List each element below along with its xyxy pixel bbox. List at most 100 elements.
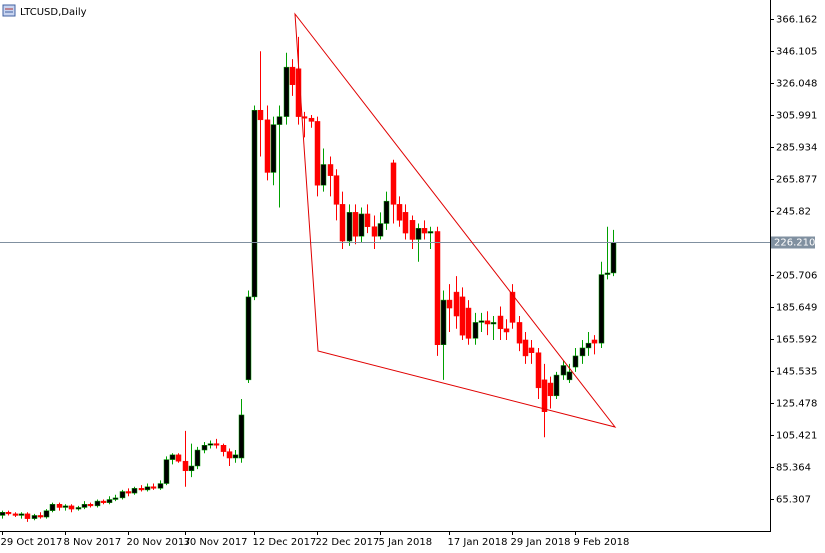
- candle-body: [364, 213, 371, 227]
- candle-body: [100, 500, 107, 503]
- y-tick-label: 245.82: [776, 207, 811, 218]
- candle-body: [194, 449, 201, 467]
- candle-body: [377, 223, 384, 237]
- candle-body: [220, 445, 227, 452]
- candle-body: [188, 465, 195, 472]
- y-tick-label: 85.364: [776, 463, 811, 474]
- x-tick-label: 29 Jan 2018: [511, 537, 571, 548]
- candle-body: [226, 451, 233, 459]
- x-tick-label: 20 Nov 2017: [127, 537, 191, 548]
- y-tick-label: 265.877: [776, 175, 817, 186]
- candle-body: [560, 365, 567, 376]
- x-tick-label: 8 Nov 2017: [64, 537, 122, 548]
- y-tick-label: 165.592: [776, 335, 817, 346]
- candle-body: [434, 231, 441, 345]
- symbol-icon: [2, 4, 16, 17]
- candle-body: [106, 499, 113, 503]
- candle-body: [579, 347, 586, 357]
- y-tick-label: 205.706: [776, 271, 817, 282]
- trendlines: [294, 12, 617, 428]
- candle-body: [75, 507, 82, 510]
- candle-body: [390, 162, 397, 205]
- candle-body: [144, 486, 151, 491]
- candle-body: [547, 382, 554, 397]
- candle-body: [138, 488, 145, 491]
- chart-title: LTCUSD,Daily: [20, 7, 87, 18]
- candle-body: [427, 231, 434, 234]
- candle-body: [352, 212, 359, 237]
- candle-body: [320, 164, 327, 186]
- candle-body: [81, 504, 88, 508]
- candle-body: [421, 228, 428, 234]
- candle-body: [472, 322, 479, 339]
- candle-body: [0, 512, 6, 516]
- candle-body: [446, 299, 453, 309]
- y-tick-label: 105.421: [776, 431, 817, 442]
- candle-body: [327, 164, 334, 176]
- candle-body: [94, 500, 101, 507]
- last-price-label: 226.210: [774, 238, 815, 249]
- candle-body: [157, 483, 164, 489]
- candle-body: [598, 274, 605, 344]
- candle-body: [333, 175, 340, 205]
- last-price-box: [771, 236, 815, 249]
- candle-body: [503, 328, 510, 333]
- candle-body: [37, 515, 44, 518]
- x-tick-label: 5 Jan 2018: [379, 537, 433, 548]
- candle-body: [358, 213, 365, 237]
- candle-body: [346, 212, 353, 242]
- candle-body: [213, 443, 220, 446]
- candle-body: [68, 505, 75, 510]
- candle-body: [541, 379, 548, 413]
- candle-body: [572, 355, 579, 368]
- candle-body: [604, 272, 611, 275]
- candle-body: [251, 109, 258, 298]
- candle-body: [125, 491, 132, 494]
- candle-body: [591, 339, 598, 344]
- candle-body: [566, 371, 573, 381]
- candle-body: [131, 488, 138, 494]
- candle-body: [238, 414, 245, 459]
- candle-body: [289, 66, 296, 85]
- candle-body: [24, 513, 31, 519]
- y-tick-label: 326.048: [776, 79, 817, 90]
- candle-body: [440, 299, 447, 345]
- trend-triangle: [294, 12, 617, 428]
- candle-body: [119, 491, 126, 499]
- candle-body: [402, 212, 409, 234]
- candle-body: [49, 504, 56, 511]
- candle-body: [522, 339, 529, 357]
- x-tick-label: 29 Oct 2017: [1, 537, 63, 548]
- candle-body: [528, 347, 535, 353]
- candle-body: [610, 242, 617, 274]
- x-tick-label: 30 Nov 2017: [184, 537, 248, 548]
- candle-body: [490, 322, 497, 325]
- candle-body: [535, 352, 542, 389]
- candle-body: [371, 226, 378, 237]
- candle-body: [201, 445, 208, 451]
- candle-body: [516, 322, 523, 344]
- candle-body: [339, 204, 346, 242]
- y-tick-label: 346.105: [776, 47, 817, 58]
- candle-body: [314, 121, 321, 186]
- candle-body: [276, 116, 283, 125]
- candle-body: [283, 66, 290, 117]
- y-tick-label: 285.934: [776, 143, 817, 154]
- y-tick-label: 125.478: [776, 399, 817, 410]
- candle-body: [245, 296, 252, 381]
- candle-body: [87, 504, 94, 507]
- y-tick-label: 305.991: [776, 111, 817, 122]
- x-tick-label: 9 Feb 2018: [574, 537, 630, 548]
- candle-body: [62, 505, 69, 508]
- y-tick-label: 65.307: [776, 495, 811, 506]
- candle-body: [459, 296, 466, 336]
- candle-body: [478, 320, 485, 323]
- candle-body: [169, 454, 176, 460]
- candle-body: [415, 228, 422, 240]
- candle-body: [112, 497, 119, 500]
- candle-body: [43, 510, 50, 518]
- candle-body: [308, 117, 315, 122]
- x-tick-label: 12 Dec 2017: [253, 537, 317, 548]
- y-tick-label: 185.649: [776, 303, 817, 314]
